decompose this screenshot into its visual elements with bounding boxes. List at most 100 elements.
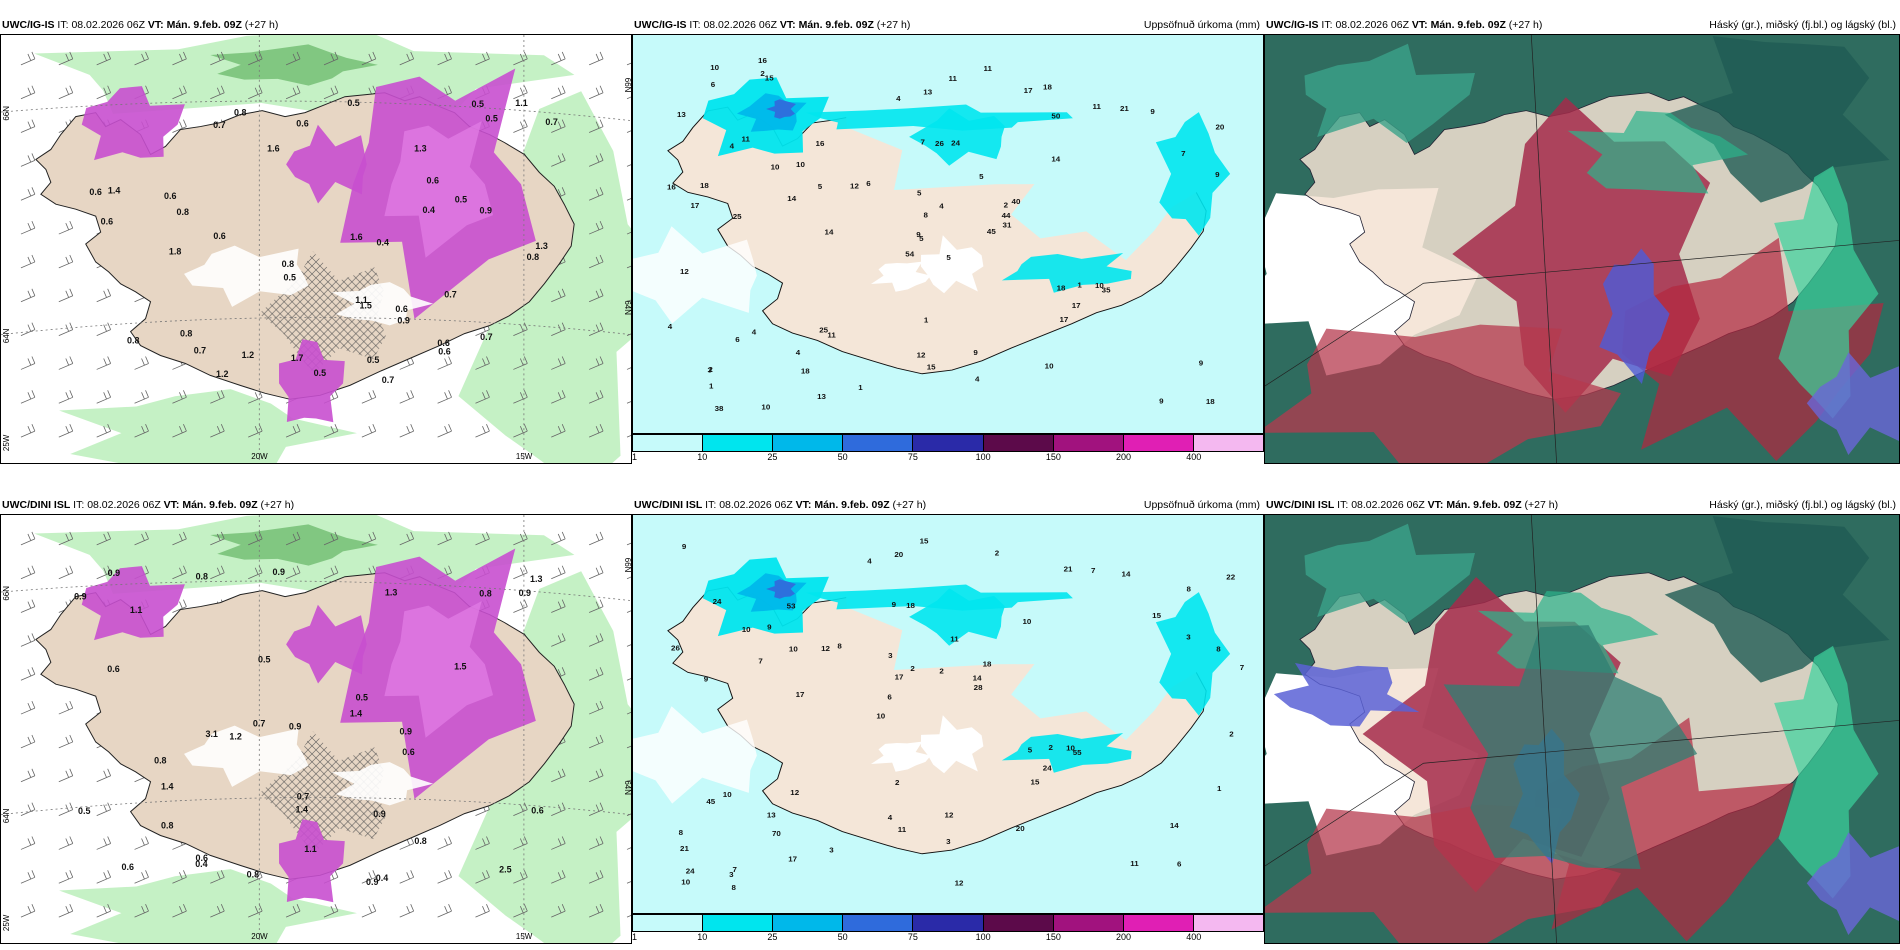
precip-value-label: 10 <box>1022 617 1031 626</box>
precip-field <box>766 579 796 599</box>
wind-barb <box>399 870 415 884</box>
lat-label: 66N <box>623 78 631 93</box>
snow-value-label: 0.6 <box>107 664 119 674</box>
precip-value-label: 10 <box>681 878 690 887</box>
snow-value-label: 0.8 <box>247 870 259 880</box>
wind-barb <box>20 667 36 681</box>
precip-value-label: 22 <box>1226 573 1235 582</box>
cloud-map <box>1265 515 1899 943</box>
glacier <box>184 725 309 787</box>
model-name: UWC/IG-IS <box>634 19 687 31</box>
wind-barb <box>172 85 187 100</box>
precip-value-label: 10 <box>761 403 770 412</box>
wind-barb <box>20 153 36 167</box>
wind-barb <box>588 734 604 749</box>
panel-header: UWC/DINI ISL IT: 08.02.2026 06Z VT: Mán.… <box>0 496 632 514</box>
wind-barb <box>210 424 225 438</box>
glacier <box>331 282 434 326</box>
wind-barb <box>513 390 528 404</box>
snow-value-label: 1.1 <box>304 844 316 854</box>
wind-barb <box>20 633 36 647</box>
precip-colorbar: 1 10 25 50 75 100 150 200 400 <box>632 914 1264 942</box>
wind-barb <box>475 870 490 884</box>
wind-barb <box>513 802 528 816</box>
colorbar-cell <box>913 915 984 931</box>
wind-barb <box>285 565 301 580</box>
precip-value-label: 1 <box>709 382 714 391</box>
it-value: 08.02.2026 06Z <box>719 499 793 511</box>
snow-value-label: 0.7 <box>444 290 456 300</box>
wind-barb <box>58 768 74 783</box>
glacier <box>870 261 931 292</box>
snow-field <box>286 124 367 204</box>
precip-value-label: 40 <box>1012 197 1021 206</box>
wind-barb <box>210 390 225 404</box>
wind-barb <box>134 424 149 438</box>
wind-barb <box>285 531 301 546</box>
precip-value-label: 9 <box>767 623 771 632</box>
wind-barb <box>513 836 528 850</box>
wind-barb <box>20 322 36 336</box>
precip-value-label: 25 <box>819 326 829 335</box>
wind-barb <box>513 870 528 884</box>
wind-barb <box>248 904 263 918</box>
wind-barb <box>551 633 566 647</box>
lead-time: (+27 h) <box>244 19 279 31</box>
mid-cloud <box>1664 35 1890 203</box>
lat-label: 64N <box>2 328 11 343</box>
hatch-area <box>258 250 386 374</box>
wind-barb <box>626 576 631 580</box>
wind-barb <box>96 424 112 438</box>
precip-field <box>1001 733 1132 773</box>
snow-value-label: 0.8 <box>196 571 208 581</box>
vt-value: Mán. 9.feb. 09Z <box>1446 499 1522 511</box>
snow-value-label: 0.5 <box>367 355 379 365</box>
precip-value-label: 12 <box>955 879 964 888</box>
it-label: IT: <box>705 499 717 511</box>
panel-bottom-precip: UWC/DINI ISL IT: 08.02.2026 06Z VT: Mán.… <box>632 496 1264 944</box>
colorbar-cell <box>1193 915 1263 931</box>
precip-value-label: 4 <box>796 348 801 357</box>
colorbar-cells <box>632 914 1264 932</box>
colorbar-cell <box>843 915 914 931</box>
precip-value-label: 12 <box>680 267 689 276</box>
precip-value-label: 6 <box>1177 860 1181 869</box>
precip-value-label: 35 <box>1102 286 1112 295</box>
snow-value-label: 0.8 <box>479 588 491 598</box>
wind-barb <box>248 424 263 438</box>
precip-value-label: 14 <box>825 228 835 237</box>
precip-value-label: 2 <box>939 667 943 676</box>
wind-barb <box>361 870 377 884</box>
precip-value-label: 6 <box>887 693 891 702</box>
wind-barb <box>626 231 631 235</box>
wind-barb <box>626 881 631 884</box>
snow-value-label: 0.9 <box>74 591 86 601</box>
wind-barb <box>513 531 528 546</box>
mid-cloud <box>1664 515 1890 683</box>
wind-barb <box>172 904 187 918</box>
low-cloud <box>1304 43 1475 144</box>
wind-barb <box>437 904 452 918</box>
mid-cloud-blue <box>1806 832 1899 935</box>
wind-barb <box>58 390 74 404</box>
precip-value-label: 24 <box>713 597 723 606</box>
colorbar-cell <box>1193 435 1263 451</box>
precip-value-label: 13 <box>817 392 826 401</box>
vt-value: Mán. 9.feb. 09Z <box>798 19 874 31</box>
precip-value-label: 5 <box>979 172 984 181</box>
precip-value-label: 2 <box>708 365 712 374</box>
wind-barb <box>20 565 36 580</box>
precip-value-label: 5 <box>917 189 922 198</box>
precip-value-label: 9 <box>704 675 708 684</box>
colorbar-cell <box>983 915 1054 931</box>
vt-label: VT: <box>779 19 796 31</box>
wind-barb <box>96 322 112 336</box>
wind-barb <box>626 847 631 850</box>
lat-label: 66N <box>2 106 11 121</box>
wind-barb <box>626 914 631 918</box>
colorbar-cell <box>633 915 704 931</box>
precip-value-label: 16 <box>816 139 825 148</box>
wind-barb <box>20 220 36 235</box>
precip-value-label: 13 <box>767 811 776 820</box>
wind-barb <box>551 424 566 438</box>
